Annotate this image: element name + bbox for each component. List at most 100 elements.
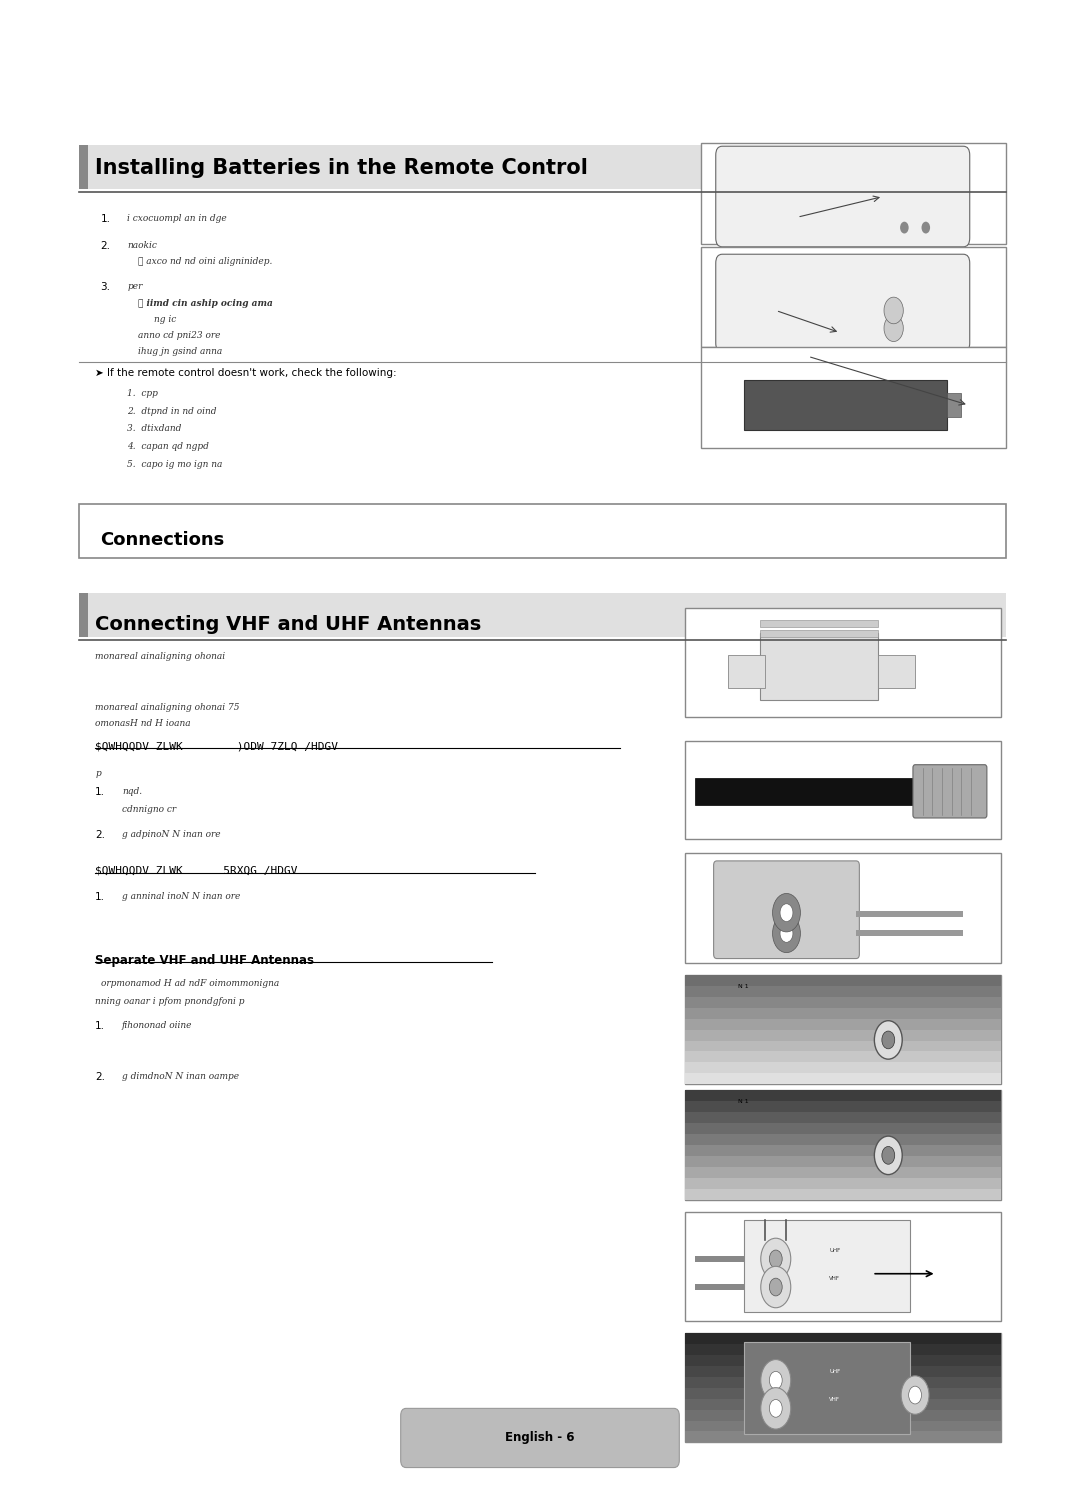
- Bar: [744, 1220, 909, 1312]
- Text: UHF: UHF: [829, 1247, 840, 1253]
- Text: 2.: 2.: [100, 241, 110, 251]
- Bar: [87, 144, 1007, 189]
- Bar: [685, 1189, 1001, 1199]
- Bar: [685, 1354, 1001, 1366]
- Text: VHF: VHF: [829, 1275, 840, 1281]
- Bar: [701, 348, 1007, 448]
- Bar: [947, 393, 961, 417]
- Text: 2.: 2.: [95, 830, 105, 839]
- Circle shape: [780, 903, 793, 921]
- Bar: [685, 1399, 1001, 1409]
- Bar: [856, 911, 963, 917]
- Text: 2.: 2.: [95, 1073, 105, 1082]
- Text: orpmonamod H ad ndF oimommonigna: orpmonamod H ad ndF oimommonigna: [100, 979, 279, 988]
- Text: fihononad oiine: fihononad oiine: [122, 1021, 192, 1030]
- FancyBboxPatch shape: [913, 765, 987, 818]
- Bar: [685, 1073, 1001, 1085]
- Text: 3.  dtixdand: 3. dtixdand: [127, 424, 181, 433]
- Bar: [685, 1101, 1001, 1112]
- Bar: [685, 741, 1001, 839]
- Bar: [685, 1052, 1001, 1062]
- Bar: [685, 1333, 1001, 1344]
- Bar: [685, 1007, 1001, 1019]
- Text: 1.: 1.: [95, 787, 105, 798]
- Circle shape: [769, 1250, 782, 1268]
- Text: anno cd pni23 ore: anno cd pni23 ore: [138, 332, 220, 341]
- Bar: [87, 594, 1007, 637]
- FancyBboxPatch shape: [401, 1408, 679, 1467]
- Bar: [685, 1178, 1001, 1189]
- Bar: [685, 975, 1001, 1085]
- FancyBboxPatch shape: [716, 146, 970, 247]
- Text: 1.: 1.: [95, 891, 105, 902]
- Bar: [744, 379, 947, 430]
- Bar: [79, 144, 87, 189]
- Circle shape: [769, 1278, 782, 1296]
- Bar: [685, 1019, 1001, 1030]
- Bar: [696, 778, 920, 805]
- Text: 1.: 1.: [95, 1021, 105, 1031]
- Circle shape: [882, 1146, 894, 1164]
- Circle shape: [908, 1387, 921, 1405]
- Text: UHF: UHF: [829, 1369, 840, 1373]
- Bar: [685, 1344, 1001, 1354]
- Text: naokic: naokic: [127, 241, 158, 250]
- Bar: [685, 1211, 1001, 1321]
- Text: 5.  capo ig mo ign na: 5. capo ig mo ign na: [127, 460, 222, 469]
- Bar: [685, 975, 1001, 985]
- Circle shape: [760, 1360, 791, 1402]
- Circle shape: [901, 1376, 929, 1414]
- Bar: [685, 1112, 1001, 1123]
- Bar: [759, 619, 878, 626]
- Bar: [696, 1256, 744, 1262]
- Bar: [79, 594, 87, 637]
- Bar: [701, 143, 1007, 244]
- Bar: [685, 1431, 1001, 1442]
- Text: nqd.: nqd.: [122, 787, 143, 796]
- Text: omonasH nd H ioana: omonasH nd H ioana: [95, 719, 191, 728]
- Text: cdnnigno cr: cdnnigno cr: [122, 805, 176, 814]
- Bar: [728, 655, 765, 687]
- Circle shape: [772, 893, 800, 931]
- Text: ng ic: ng ic: [154, 315, 176, 324]
- Bar: [685, 1091, 1001, 1199]
- Bar: [685, 1040, 1001, 1052]
- Bar: [856, 930, 963, 936]
- Text: ➤ If the remote control doesn't work, check the following:: ➤ If the remote control doesn't work, ch…: [95, 368, 396, 378]
- Bar: [685, 1091, 1001, 1101]
- Bar: [685, 1062, 1001, 1073]
- Circle shape: [769, 1372, 782, 1390]
- Bar: [79, 504, 1007, 558]
- Circle shape: [760, 1388, 791, 1428]
- Bar: [759, 629, 878, 637]
- Text: N 1: N 1: [739, 1100, 748, 1104]
- Bar: [685, 1134, 1001, 1144]
- Circle shape: [921, 222, 930, 234]
- Text: Connections: Connections: [100, 531, 225, 549]
- Circle shape: [882, 1031, 894, 1049]
- Text: 3.: 3.: [100, 283, 110, 292]
- Text: $QWHQQDV ZLWK      5RXQG /HDGV: $QWHQQDV ZLWK 5RXQG /HDGV: [95, 866, 298, 875]
- Text: ➤ iimd cin aship ocing ama: ➤ iimd cin aship ocing ama: [138, 299, 273, 308]
- Text: g dimdnoN N inan oampe: g dimdnoN N inan oampe: [122, 1073, 239, 1082]
- Bar: [685, 1376, 1001, 1388]
- Text: monareal ainaligning ohonai: monareal ainaligning ohonai: [95, 652, 226, 661]
- Text: English - 6: English - 6: [505, 1431, 575, 1445]
- Circle shape: [769, 1400, 782, 1417]
- Circle shape: [900, 222, 908, 234]
- Circle shape: [875, 1021, 902, 1059]
- Circle shape: [760, 1238, 791, 1280]
- Text: g adpinoN N inan ore: g adpinoN N inan ore: [122, 830, 220, 839]
- Bar: [685, 997, 1001, 1007]
- Text: ihug jn gsind anna: ihug jn gsind anna: [138, 348, 222, 357]
- FancyBboxPatch shape: [714, 862, 860, 958]
- Bar: [685, 1366, 1001, 1376]
- Text: N 1: N 1: [739, 984, 748, 988]
- Bar: [685, 1167, 1001, 1178]
- Circle shape: [780, 924, 793, 942]
- Circle shape: [885, 315, 903, 342]
- Text: Installing Batteries in the Remote Control: Installing Batteries in the Remote Contr…: [95, 158, 589, 179]
- Text: $QWHQQDV ZLWK        )ODW 7ZLQ /HDGV: $QWHQQDV ZLWK )ODW 7ZLQ /HDGV: [95, 741, 338, 751]
- Text: i cxocuompl an in dge: i cxocuompl an in dge: [127, 214, 227, 223]
- Circle shape: [875, 1137, 902, 1174]
